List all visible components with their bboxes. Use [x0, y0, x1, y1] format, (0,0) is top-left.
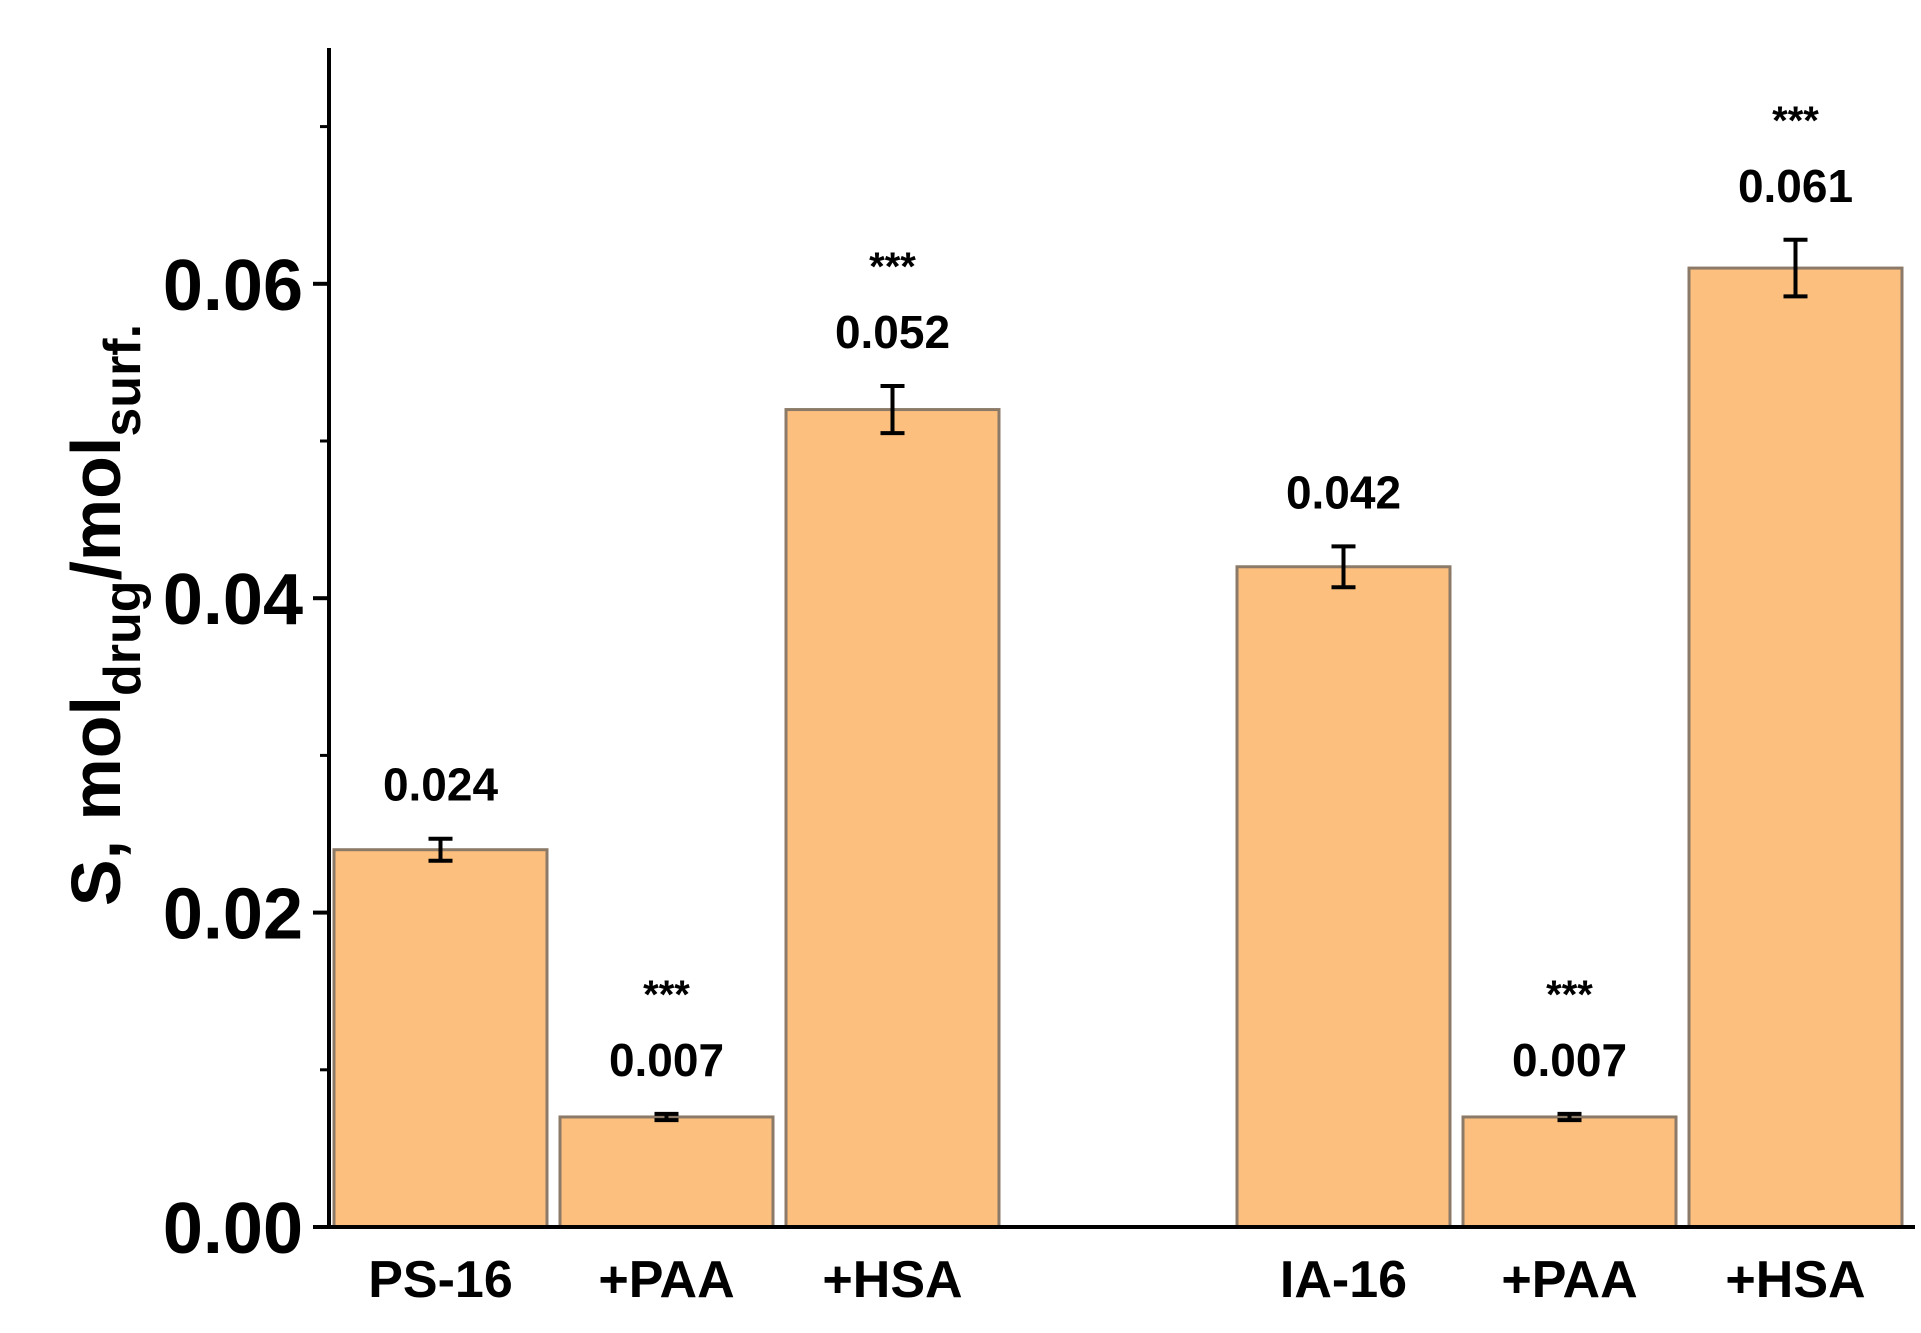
y-tick-label-4: 0.06 [163, 246, 303, 326]
error-bars-layer [428, 237, 1808, 1123]
bar-2 [558, 1115, 775, 1229]
labels-layer: 0.024 PS-16 0.007 *** +PAA 0.052 *** +HSA 0.042 I… [368, 99, 1865, 1309]
x-tick-label-6: +HSA [1725, 1251, 1865, 1309]
data-label-3: 0.052 [835, 306, 950, 358]
error-bar-3 [880, 383, 905, 436]
y-axis-title: S, moldrug/molsurf. [57, 324, 152, 906]
bar-3 [784, 408, 1001, 1229]
significance-marker-2: *** [643, 973, 690, 1017]
error-bar-4 [1331, 544, 1356, 590]
bar-4 [1235, 565, 1452, 1229]
x-tick-label-4: IA-16 [1280, 1251, 1407, 1309]
bar-6 [1687, 266, 1904, 1229]
x-tick-label-1: PS-16 [368, 1251, 513, 1309]
data-label-6: 0.061 [1738, 160, 1853, 212]
significance-marker-5: *** [1546, 973, 1593, 1017]
error-bar-2 [654, 1111, 679, 1123]
bars-layer [332, 266, 1904, 1229]
error-bar-1 [428, 836, 453, 863]
x-tick-label-2: +PAA [598, 1251, 734, 1309]
significance-marker-6: *** [1772, 99, 1819, 143]
y-tick-label-2: 0.02 [163, 875, 303, 955]
error-bar-6 [1783, 237, 1808, 299]
error-bar-5 [1557, 1111, 1582, 1123]
data-label-5: 0.007 [1512, 1034, 1627, 1086]
axes-layer: 0.00 0.02 0.04 0.06 [163, 48, 1915, 1269]
data-label-2: 0.007 [609, 1034, 724, 1086]
data-label-1: 0.024 [383, 759, 499, 811]
bar-5 [1461, 1115, 1678, 1229]
x-tick-label-5: +PAA [1501, 1251, 1637, 1309]
y-tick-label-1: 0.00 [163, 1189, 303, 1269]
data-label-4: 0.042 [1286, 466, 1401, 518]
x-tick-label-3: +HSA [822, 1251, 962, 1309]
y-tick-label-3: 0.04 [163, 560, 303, 640]
significance-marker-3: *** [869, 245, 916, 289]
bar-1 [332, 848, 549, 1229]
